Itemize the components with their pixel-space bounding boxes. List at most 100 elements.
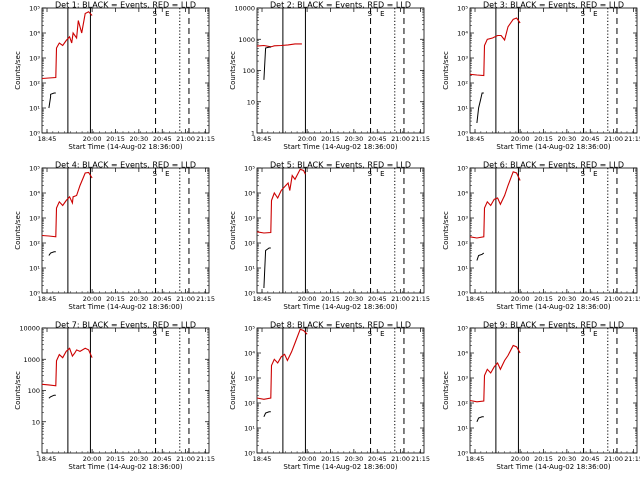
y-tick-label: 10⁰ (457, 290, 468, 298)
x-tick-label: 21:00 (604, 295, 623, 303)
lld-series-line (469, 171, 521, 239)
y-tick-label: 10⁴ (29, 190, 40, 198)
x-tick-label: 21:15 (196, 295, 215, 303)
x-axis-label: Start Time (14-Aug-02 18:36:00) (68, 303, 182, 311)
y-tick-label: 10³ (29, 55, 40, 63)
x-tick-label: 21:15 (196, 455, 215, 463)
y-tick-label: 10⁰ (457, 450, 468, 458)
y-tick-label: 10000 (19, 325, 40, 333)
x-tick-label: 18:45 (253, 455, 272, 463)
end-marker-label: E (593, 170, 597, 178)
x-tick-label: 20:30 (344, 295, 363, 303)
x-tick-label: 18:45 (38, 295, 57, 303)
y-tick-label: 10² (457, 400, 468, 408)
y-tick-label: 10² (244, 240, 255, 248)
x-tick-label: 20:00 (511, 295, 530, 303)
y-tick-label: 10² (457, 80, 468, 88)
x-tick-label: 20:45 (581, 455, 600, 463)
x-tick-label: 20:00 (298, 135, 317, 143)
events-series-line (48, 92, 56, 109)
detector-panel-4: Det 4: BLACK = Events, RED = LLD 10⁰ 10¹ 10… (14, 161, 215, 312)
detector-panel-6: Det 6: BLACK = Events, RED = LLD 10⁰ 10¹ 10… (442, 161, 640, 312)
plot-frame (256, 167, 425, 294)
y-tick-label: 10² (457, 240, 468, 248)
end-marker-label: E (380, 330, 384, 338)
y-tick-label: 10¹ (457, 265, 468, 273)
y-tick-label: 10¹ (457, 425, 468, 433)
panel-title: Det 4: BLACK = Events, RED = LLD (55, 161, 196, 170)
x-tick-label: 18:45 (38, 455, 57, 463)
lld-series-line (469, 17, 521, 77)
plot-frame (469, 7, 638, 134)
x-axis-label: Start Time (14-Aug-02 18:36:00) (283, 303, 397, 311)
y-tick-label: 1 (251, 130, 255, 138)
lld-series-line (256, 43, 302, 48)
y-tick-label: 10 (32, 418, 40, 426)
plot-frame (469, 327, 638, 454)
start-marker-label: S (368, 330, 373, 338)
end-marker-label: E (593, 10, 597, 18)
y-tick-label: 10⁴ (457, 30, 468, 38)
panel-title: Det 7: BLACK = Events, RED = LLD (55, 321, 196, 330)
x-axis-label: Start Time (14-Aug-02 18:36:00) (496, 463, 610, 471)
x-tick-label: 18:45 (253, 135, 272, 143)
y-tick-label: 10⁰ (244, 290, 255, 298)
y-tick-label: 10² (244, 400, 255, 408)
end-marker-label: E (165, 330, 169, 338)
lld-series-line (41, 347, 93, 387)
panel-title: Det 1: BLACK = Events, RED = LLD (55, 1, 196, 10)
y-tick-label: 100 (243, 67, 255, 75)
y-tick-label: 10⁵ (244, 165, 255, 173)
plot-frame (256, 327, 425, 454)
events-series-line (476, 416, 484, 423)
x-tick-label: 20:45 (153, 135, 172, 143)
y-tick-label: 10³ (457, 55, 468, 63)
y-tick-label: 10⁰ (457, 130, 468, 138)
x-tick-label: 20:15 (534, 455, 553, 463)
y-tick-label: 10⁴ (244, 350, 255, 358)
x-tick-label: 20:00 (83, 135, 102, 143)
detector-panel-2: Det 2: BLACK = Events, RED = LLD 1 10 100 10… (229, 1, 430, 152)
y-tick-label: 10⁰ (29, 290, 40, 298)
detector-panel-7: Det 7: BLACK = Events, RED = LLD 1 10 100 10… (14, 321, 215, 472)
x-tick-label: 20:30 (557, 135, 576, 143)
y-tick-label: 10¹ (457, 105, 468, 113)
lld-series-line (41, 11, 93, 80)
x-tick-label: 20:30 (129, 455, 148, 463)
x-tick-label: 20:30 (129, 135, 148, 143)
x-tick-label: 20:45 (368, 135, 387, 143)
x-tick-label: 20:15 (321, 135, 340, 143)
y-tick-label: 1 (36, 450, 40, 458)
events-series-line (48, 251, 56, 256)
y-tick-label: 10⁵ (457, 165, 468, 173)
y-tick-label: 10¹ (29, 265, 40, 273)
events-series-line (48, 394, 56, 399)
y-tick-label: 10⁵ (457, 325, 468, 333)
x-tick-label: 21:00 (176, 295, 195, 303)
x-tick-label: 18:45 (38, 135, 57, 143)
start-marker-label: S (153, 10, 158, 18)
y-tick-label: 10000 (234, 5, 255, 13)
detector-panel-9: Det 9: BLACK = Events, RED = LLD 10⁰ 10¹ 10… (442, 321, 640, 472)
x-axis-label: Start Time (14-Aug-02 18:36:00) (496, 303, 610, 311)
x-tick-label: 21:00 (176, 135, 195, 143)
x-tick-label: 21:15 (411, 455, 430, 463)
plot-frame (41, 327, 210, 454)
y-axis-label: Counts/sec (442, 371, 450, 410)
x-tick-label: 20:15 (106, 455, 125, 463)
x-tick-label: 20:15 (534, 295, 553, 303)
x-tick-label: 21:15 (196, 135, 215, 143)
x-tick-label: 20:15 (534, 135, 553, 143)
x-axis-label: Start Time (14-Aug-02 18:36:00) (68, 143, 182, 151)
plot-frame (41, 167, 210, 294)
plot-frame (41, 7, 210, 134)
x-tick-label: 18:45 (253, 295, 272, 303)
detector-panel-8: Det 8: BLACK = Events, RED = LLD 10⁰ 10¹ 10… (229, 321, 430, 472)
events-series-line (476, 252, 485, 261)
x-tick-label: 20:45 (581, 135, 600, 143)
x-tick-label: 21:00 (391, 455, 410, 463)
start-marker-label: S (153, 330, 158, 338)
x-tick-label: 20:45 (368, 295, 387, 303)
x-tick-label: 20:45 (153, 295, 172, 303)
x-tick-label: 20:15 (106, 135, 125, 143)
